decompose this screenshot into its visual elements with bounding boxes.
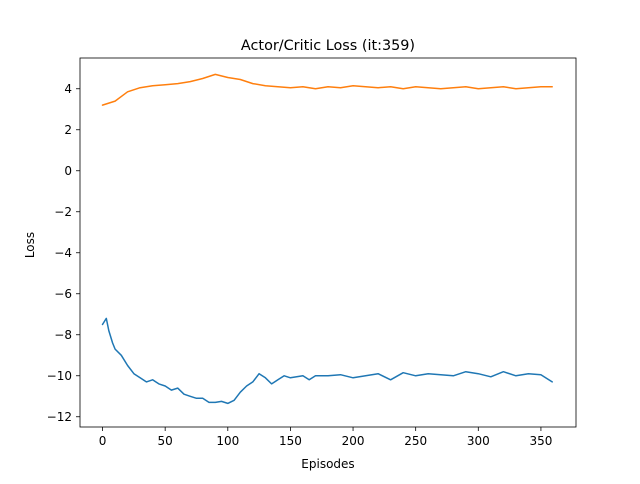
y-tick-label: 2 (64, 123, 72, 137)
x-tick-label: 250 (404, 434, 427, 448)
y-tick-label: −6 (54, 287, 72, 301)
x-axis-label: Episodes (301, 457, 354, 471)
x-tick-label: 50 (158, 434, 173, 448)
y-tick-label: −8 (54, 328, 72, 342)
y-tick-label: −10 (47, 369, 72, 383)
x-tick-label: 100 (216, 434, 239, 448)
y-axis-ticks: −12 −10 −8 −6 −4 −2 0 2 4 (47, 82, 80, 424)
y-tick-label: −12 (47, 410, 72, 424)
y-tick-label: 4 (64, 82, 72, 96)
x-tick-label: 200 (342, 434, 365, 448)
y-tick-label: −2 (54, 205, 72, 219)
y-tick-label: 0 (64, 164, 72, 178)
y-axis-label: Loss (23, 232, 37, 258)
series-layer (101, 73, 553, 405)
y-tick-label: −4 (54, 246, 72, 260)
x-tick-label: 0 (99, 434, 107, 448)
x-tick-label: 150 (279, 434, 302, 448)
x-axis-ticks: 0 50 100 150 200 250 300 350 (99, 427, 552, 448)
x-tick-label: 350 (529, 434, 552, 448)
x-tick-label: 300 (467, 434, 490, 448)
series-line-0 (101, 73, 553, 106)
plot-area-frame (79, 57, 577, 428)
chart-title: Actor/Critic Loss (it:359) (241, 38, 415, 54)
series-line-1 (101, 317, 553, 405)
